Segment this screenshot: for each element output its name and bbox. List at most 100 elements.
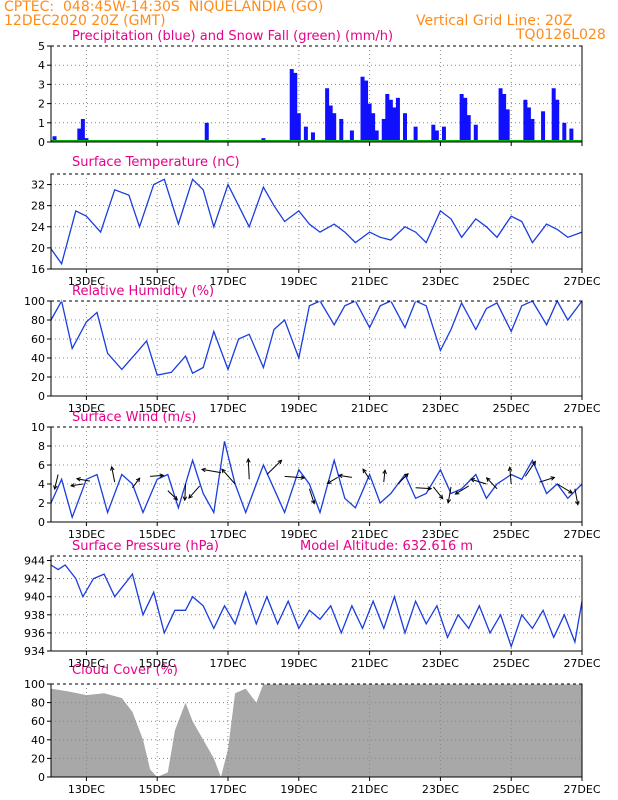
wind-vector: [432, 486, 444, 499]
y-tick-label: 40: [31, 734, 45, 747]
y-tick-label: 80: [31, 697, 45, 710]
y-tick-label: 934: [24, 645, 45, 658]
wind-title: Surface Wind (m/s): [72, 410, 197, 425]
x-tick-label: 15DEC: [139, 402, 176, 415]
y-tick-label: 20: [31, 242, 45, 255]
wind-vector: [556, 483, 573, 494]
x-tick-label: 21DEC: [351, 657, 388, 670]
wind-arrowhead: [454, 490, 460, 495]
series-line: [50, 564, 583, 649]
x-tick-label: 19DEC: [280, 657, 317, 670]
wind-arrowhead: [326, 479, 332, 484]
precip-bar: [310, 132, 315, 142]
precip-bar: [80, 118, 85, 142]
y-tick-label: 940: [24, 591, 45, 604]
wind-arrowhead: [173, 495, 179, 501]
precip-bar: [385, 94, 390, 142]
x-tick-label: 23DEC: [422, 783, 459, 796]
x-tick-label: 27DEC: [563, 402, 600, 415]
precip-bar: [555, 99, 560, 142]
wind-arrowhead: [507, 466, 513, 472]
wind-arrowhead: [300, 475, 306, 480]
wind-arrowhead: [75, 477, 81, 482]
wind-vector: [70, 483, 83, 487]
y-tick-label: 60: [31, 333, 45, 346]
x-tick-label: 13DEC: [68, 275, 105, 288]
x-tick-label: 15DEC: [139, 657, 176, 670]
wind-vector: [247, 458, 250, 480]
x-tick-label: 23DEC: [422, 657, 459, 670]
wind-arrowhead: [427, 486, 433, 491]
precip-bar: [441, 126, 446, 142]
x-tick-label: 13DEC: [68, 657, 105, 670]
wind-vector: [167, 490, 178, 501]
precip-bar: [551, 88, 556, 142]
precip-bar: [293, 72, 298, 142]
x-tick-label: 17DEC: [209, 783, 246, 796]
x-tick-label: 17DEC: [209, 528, 246, 541]
header-code: TQ0126L028: [516, 27, 606, 43]
precip-bar: [434, 130, 439, 142]
wind-vector: [455, 485, 469, 495]
wind-arrowhead: [182, 496, 188, 502]
y-tick-label: 0: [38, 516, 45, 529]
wind-vector: [150, 474, 164, 477]
y-tick-label: 944: [24, 555, 45, 568]
precip-bar: [463, 97, 468, 142]
wind-arrowhead: [221, 468, 226, 474]
humidity-title: Relative Humidity (%): [72, 284, 215, 299]
precip-bar: [349, 130, 354, 142]
precip-bar: [459, 94, 464, 142]
cloud-cover-area: [51, 684, 582, 777]
wind-vector: [76, 478, 91, 482]
series-line: [50, 178, 583, 266]
y-tick-label: 20: [31, 752, 45, 765]
precip-bar: [413, 126, 418, 142]
precip-bar: [388, 99, 393, 142]
wind-vector: [539, 476, 555, 483]
wind-arrowhead: [485, 477, 491, 482]
x-tick-label: 25DEC: [493, 402, 530, 415]
wind-vector: [284, 475, 305, 479]
wind-arrowhead: [135, 477, 141, 483]
precip-bar: [466, 115, 471, 142]
wind-vector: [308, 488, 315, 504]
y-tick-label: 0: [38, 390, 45, 403]
y-tick-label: 100: [24, 295, 45, 308]
precip-bar: [328, 105, 333, 142]
y-tick-label: 0: [38, 771, 45, 784]
precip-bar: [498, 88, 503, 142]
panel-frame: [50, 173, 583, 270]
wind-vector: [338, 474, 352, 478]
y-tick-label: 936: [24, 627, 45, 640]
x-tick-label: 17DEC: [209, 275, 246, 288]
precip-bar: [523, 99, 528, 142]
y-tick-label: 40: [31, 352, 45, 365]
precip-bar: [339, 118, 344, 142]
y-tick-label: 1: [38, 117, 45, 130]
wind-arrowhead: [246, 457, 251, 463]
precip-bar: [569, 128, 574, 142]
x-tick-label: 23DEC: [422, 275, 459, 288]
x-tick-label: 15DEC: [139, 783, 176, 796]
wind-vector: [397, 473, 409, 485]
wind-arrowhead: [277, 459, 283, 465]
wind-arrowhead: [362, 468, 367, 474]
x-tick-label: 21DEC: [351, 528, 388, 541]
x-tick-label: 21DEC: [351, 783, 388, 796]
x-tick-label: 25DEC: [493, 657, 530, 670]
panel-frame: [50, 555, 583, 652]
x-tick-label: 15DEC: [139, 528, 176, 541]
series-line: [50, 299, 583, 376]
y-tick-label: 2: [38, 98, 45, 111]
x-tick-label: 27DEC: [563, 783, 600, 796]
y-tick-label: 20: [31, 371, 45, 384]
precip-bar: [403, 113, 407, 142]
precip-bar: [374, 130, 379, 142]
y-tick-label: 80: [31, 314, 45, 327]
y-tick-label: 32: [31, 179, 45, 192]
wind-vector: [132, 477, 141, 489]
wind-arrowhead: [188, 494, 193, 499]
wind-vector: [383, 470, 386, 483]
